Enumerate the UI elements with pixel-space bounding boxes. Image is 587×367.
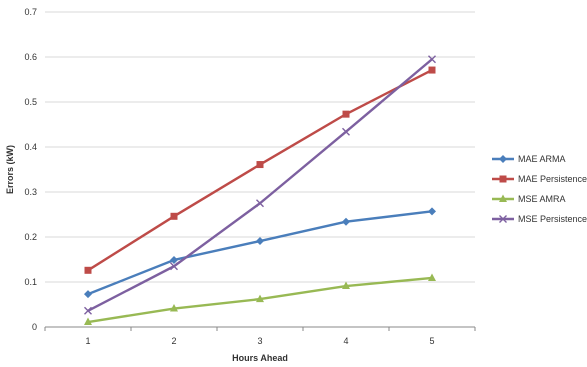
y-axis-title: Errors (kW) xyxy=(5,145,15,194)
data-point-mse-amra xyxy=(342,281,350,290)
data-point-mse-amra xyxy=(84,317,92,326)
legend-label-mse-amra: MSE AMRA xyxy=(518,194,566,204)
x-tick-label: 4 xyxy=(343,336,348,346)
legend-marker-mse-amra xyxy=(499,194,507,202)
data-point-mse-amra xyxy=(170,304,178,312)
data-point-mae-arma xyxy=(428,207,436,216)
x-tick-label: 3 xyxy=(257,336,262,346)
data-point-mae-persistence xyxy=(342,110,350,118)
data-point-mse-persistence xyxy=(342,127,350,136)
legend-label-mae-persistence: MAE Persistence xyxy=(518,174,587,184)
y-axis-ticks: 0 0.1 0.2 0.3 0.4 0.5 0.6 0.7 xyxy=(24,7,37,332)
legend-label-mse-persistence: MSE Persistence xyxy=(518,214,587,224)
data-point-mse-persistence xyxy=(170,262,178,271)
x-axis-title: Hours Ahead xyxy=(232,353,288,363)
legend-label-mae-arma: MAE ARMA xyxy=(518,154,566,164)
legend-marker-mae-arma xyxy=(499,155,507,163)
data-point-mae-arma xyxy=(84,290,92,299)
x-tick-label: 1 xyxy=(85,336,90,346)
y-tick-label: 0 xyxy=(32,322,37,332)
data-point-mae-persistence xyxy=(170,212,178,220)
data-point-mae-persistence xyxy=(428,66,436,74)
x-axis-ticks: 1 2 3 4 5 xyxy=(44,327,476,346)
y-tick-label: 0.6 xyxy=(24,52,37,62)
data-point-mae-arma xyxy=(256,237,264,246)
plot-area xyxy=(84,55,436,326)
legend: MAE ARMA MAE Persistence MSE AMRA MSE Persi… xyxy=(492,154,587,224)
data-point-mae-persistence xyxy=(84,266,92,274)
data-point-mae-arma xyxy=(342,217,350,226)
legend-marker-mae-persistence xyxy=(499,175,507,183)
gridlines xyxy=(45,11,475,283)
data-point-mse-persistence xyxy=(428,55,436,64)
data-point-mse-amra xyxy=(428,273,436,281)
y-tick-label: 0.3 xyxy=(24,187,37,197)
data-point-mse-persistence xyxy=(256,199,264,208)
y-tick-label: 0.7 xyxy=(24,7,37,17)
x-tick-label: 5 xyxy=(429,336,434,346)
y-tick-label: 0.4 xyxy=(24,142,37,152)
data-point-mse-amra xyxy=(256,294,264,303)
legend-marker-mse-persistence xyxy=(499,215,507,223)
y-tick-label: 0.5 xyxy=(24,97,37,107)
y-tick-label: 0.1 xyxy=(24,277,37,287)
y-tick-label: 0.2 xyxy=(24,232,37,242)
x-tick-label: 2 xyxy=(171,336,176,346)
data-point-mae-arma xyxy=(170,255,178,264)
data-point-mse-persistence xyxy=(84,306,92,315)
data-point-mae-persistence xyxy=(256,161,264,169)
